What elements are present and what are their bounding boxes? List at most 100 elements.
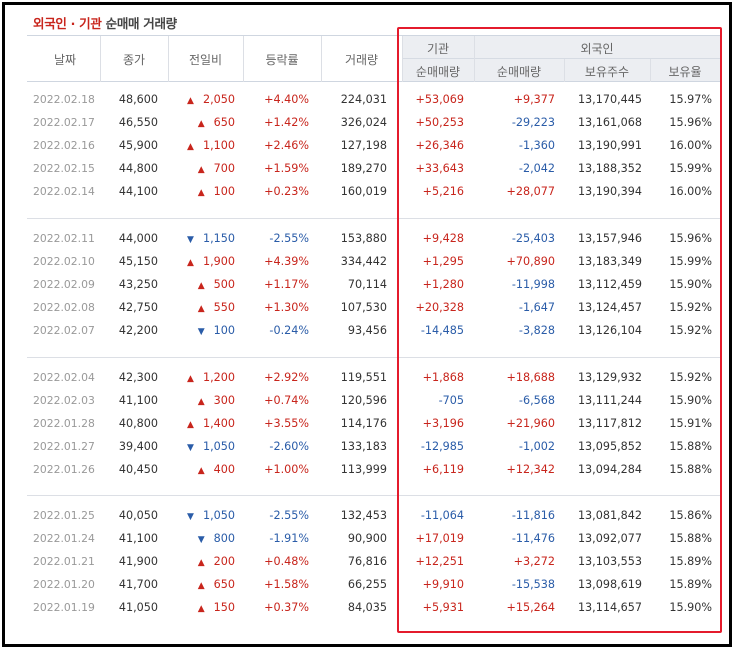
header-separator	[564, 59, 565, 82]
table-row: 2022.01.19 41,050 ▲ 150 +0.37% 84,035 +5,931 +1…	[0, 598, 740, 621]
inst-cell: -11,064	[420, 509, 464, 522]
change-value: 700	[213, 162, 235, 176]
volume-cell: 160,019	[340, 185, 387, 199]
fhold-cell: 13,190,991	[577, 139, 642, 153]
inst-cell: +33,643	[415, 162, 464, 176]
fhold-cell: 13,103,553	[577, 555, 642, 569]
close-cell: 42,300	[118, 371, 158, 384]
up-arrow-icon: ▲	[187, 142, 194, 153]
fnet-cell: +21,960	[506, 417, 555, 431]
date-cell: 2022.01.28	[33, 417, 95, 431]
table-row: 2022.02.18 48,600 ▲ 2,050 +4.40% 224,031 +53,0…	[0, 90, 740, 113]
change-cell: ▲ 650	[198, 578, 235, 591]
change-value: 100	[213, 324, 235, 338]
volume-cell: 76,816	[347, 555, 387, 569]
inst-cell: +1,280	[422, 278, 464, 292]
change-cell: ▲ 1,900	[187, 255, 235, 268]
fhold-cell: 13,161,068	[577, 116, 642, 130]
inst-cell: -705	[438, 394, 464, 408]
rate-cell: +1.17%	[264, 278, 309, 292]
table-row: 2022.01.26 40,450 ▲ 400 +1.00% 113,999 +6,119 +…	[0, 460, 740, 483]
investor-header-background	[402, 36, 720, 82]
change-value: 100	[213, 185, 235, 199]
close-cell: 41,100	[118, 532, 158, 546]
date-cell: 2022.01.27	[33, 440, 95, 454]
change-cell: ▲ 1,400	[187, 417, 235, 430]
close-cell: 41,900	[118, 555, 158, 569]
close-cell: 44,100	[118, 185, 158, 199]
frate-cell: 15.90%	[669, 394, 712, 408]
change-value: 800	[213, 532, 235, 546]
table-row: 2022.02.04 42,300 ▲ 1,200 +2.92% 119,551 +1,86…	[0, 368, 740, 391]
close-cell: 41,100	[118, 394, 158, 408]
change-cell: ▼ 1,050	[187, 509, 235, 522]
date-cell: 2022.01.24	[33, 532, 95, 546]
rate-cell: +3.55%	[264, 417, 309, 431]
header-institution: 기관	[426, 42, 450, 56]
table-row: 2022.01.28 40,800 ▲ 1,400 +3.55% 114,176 +3,19…	[0, 414, 740, 437]
fnet-cell: -1,002	[518, 440, 555, 454]
up-arrow-icon: ▲	[197, 397, 205, 408]
fhold-cell: 13,183,349	[577, 255, 642, 269]
header-separator	[650, 59, 651, 82]
inst-cell: +53,069	[415, 93, 464, 106]
fhold-cell: 13,081,842	[577, 509, 642, 522]
change-cell: ▼ 1,050	[187, 440, 235, 453]
change-cell: ▲ 700	[198, 162, 235, 175]
title-secondary: 순매매 거래량	[105, 16, 178, 31]
header-separator	[243, 36, 244, 82]
volume-cell: 66,255	[347, 578, 387, 592]
date-cell: 2022.02.14	[33, 185, 95, 199]
change-cell: ▲ 100	[198, 185, 235, 198]
fhold-cell: 13,095,852	[577, 440, 642, 454]
fnet-cell: -11,476	[511, 532, 555, 546]
up-arrow-icon: ▲	[197, 466, 205, 477]
fnet-cell: +28,077	[506, 185, 555, 199]
volume-cell: 107,530	[340, 301, 387, 315]
fhold-cell: 13,126,104	[577, 324, 642, 338]
date-cell: 2022.02.16	[33, 139, 95, 153]
header-change: 전일비	[188, 53, 223, 67]
change-value: 400	[213, 463, 235, 477]
date-cell: 2022.02.10	[33, 255, 95, 269]
volume-cell: 114,176	[340, 417, 387, 431]
frate-cell: 15.97%	[669, 93, 712, 106]
change-cell: ▲ 1,200	[187, 371, 235, 384]
table-row: 2022.02.10 45,150 ▲ 1,900 +4.39% 334,442 +1,29…	[0, 252, 740, 275]
close-cell: 42,200	[118, 324, 158, 338]
frate-cell: 15.88%	[669, 532, 712, 546]
fnet-cell: +9,377	[513, 93, 555, 106]
header-separator	[100, 36, 101, 82]
table-row: 2022.01.20 41,700 ▲ 650 +1.58% 66,255 +9,910 -1…	[0, 575, 740, 598]
down-arrow-icon: ▼	[197, 327, 205, 338]
fnet-cell: -15,538	[511, 578, 555, 592]
inst-cell: +3,196	[422, 417, 464, 431]
change-cell: ▲ 550	[198, 301, 235, 314]
volume-cell: 90,900	[347, 532, 387, 546]
inst-cell: -14,485	[420, 324, 464, 338]
up-arrow-icon: ▲	[197, 119, 205, 130]
date-cell: 2022.01.21	[33, 555, 95, 569]
close-cell: 39,400	[118, 440, 158, 454]
change-cell: ▼ 100	[198, 324, 235, 337]
table-row: 2022.02.11 44,000 ▼ 1,150 -2.55% 153,880 +9,42…	[0, 229, 740, 252]
investor-header-divider	[402, 58, 720, 59]
rate-cell: +0.74%	[264, 394, 309, 408]
up-arrow-icon: ▲	[187, 374, 194, 384]
change-cell: ▲ 400	[198, 463, 235, 476]
change-value: 1,400	[202, 417, 235, 431]
table-row: 2022.02.08 42,750 ▲ 550 +1.30% 107,530 +20,328…	[0, 298, 740, 321]
volume-cell: 119,551	[340, 371, 387, 384]
volume-cell: 153,880	[340, 232, 387, 245]
close-cell: 44,000	[118, 232, 158, 245]
fnet-cell: -25,403	[511, 232, 555, 245]
change-value: 200	[213, 555, 235, 569]
up-arrow-icon: ▲	[187, 96, 194, 106]
down-arrow-icon: ▼	[187, 512, 194, 522]
rate-cell: -0.24%	[269, 324, 309, 338]
down-arrow-icon: ▼	[197, 535, 205, 546]
up-arrow-icon: ▲	[197, 165, 205, 176]
fhold-cell: 13,092,077	[577, 532, 642, 546]
inst-cell: +1,868	[422, 371, 464, 384]
fhold-cell: 13,094,284	[577, 463, 642, 477]
